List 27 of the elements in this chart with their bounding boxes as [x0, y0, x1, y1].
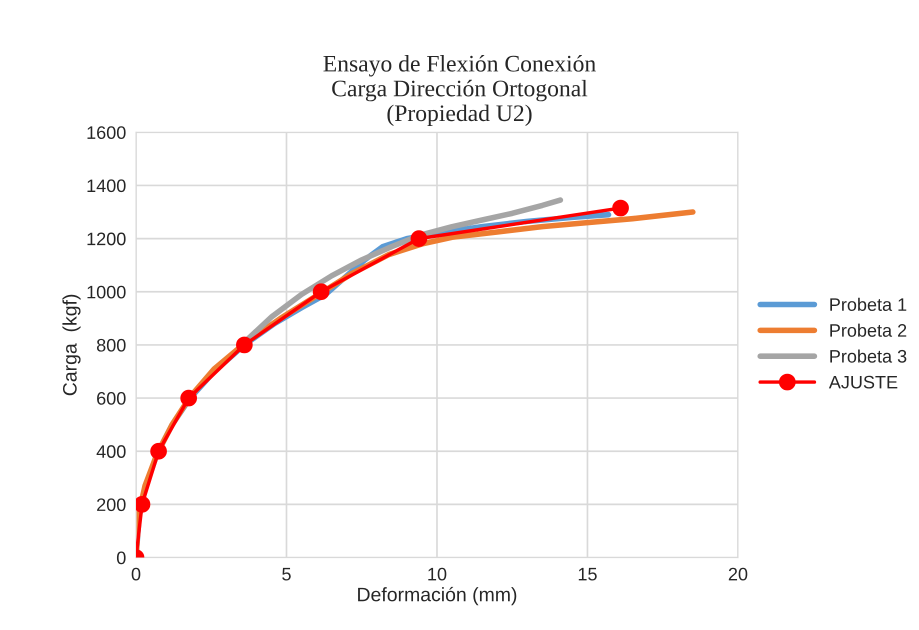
y-tick-label: 0 [116, 551, 126, 564]
point [236, 336, 253, 354]
legend-label: Probeta 2 [830, 324, 906, 337]
y-tick-label: 600 [97, 392, 126, 405]
x-tick-label: 15 [578, 568, 597, 581]
x-tick-label: 5 [282, 568, 291, 581]
y-tick-label: 1200 [88, 232, 126, 246]
y-tick-label: 1400 [88, 179, 126, 192]
y-tick-label: 1600 [88, 126, 126, 140]
x-tick-label: 20 [728, 568, 748, 581]
point [180, 390, 198, 406]
y-axis-title: Carga (kgf) [62, 294, 81, 396]
y-tick-label: 400 [96, 445, 126, 458]
point [150, 442, 167, 460]
legend-label: Probeta 3 [830, 349, 906, 363]
point [410, 230, 428, 247]
point [312, 283, 330, 300]
x-tick-label: 0 [132, 568, 140, 581]
chart-title: Ensayo de Flexión Conexión Carga Dirección Ortogonal (Propiedad U2) [323, 55, 596, 126]
y-tick-label: 800 [96, 338, 126, 352]
point [612, 200, 629, 216]
y-tick-label: 200 [97, 498, 126, 512]
legend-label: AJUSTE [828, 376, 898, 389]
y-tick-label: 1000 [88, 286, 126, 298]
x-tick-label: 10 [428, 568, 446, 581]
legend-label: Probeta 1 [830, 298, 906, 311]
x-axis-title: Deformación (mm) [358, 586, 516, 606]
